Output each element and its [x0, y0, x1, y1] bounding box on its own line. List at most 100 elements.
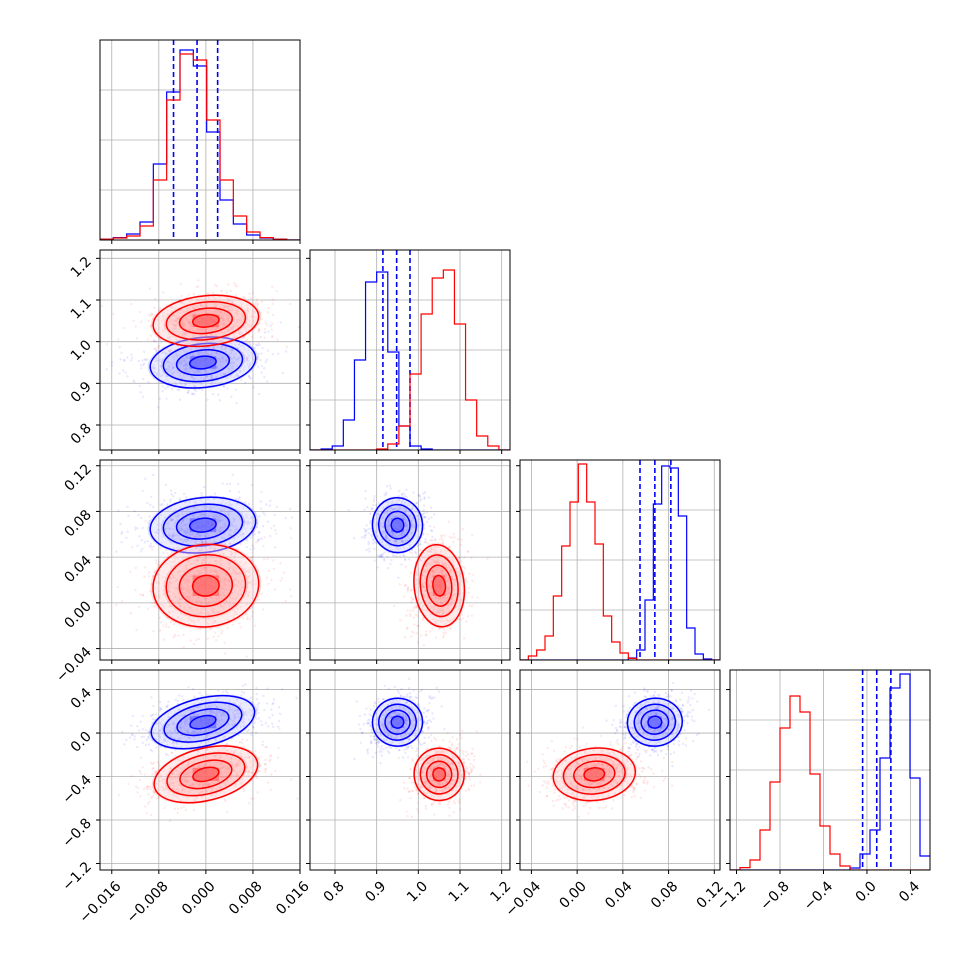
- scatter-point: [227, 528, 230, 531]
- scatter-point: [407, 501, 411, 505]
- scatter-point: [142, 362, 146, 365]
- scatter-point: [202, 351, 205, 355]
- scatter-point: [191, 392, 194, 395]
- scatter-point: [191, 688, 195, 691]
- scatter-point: [419, 634, 423, 637]
- scatter-point: [398, 507, 402, 511]
- scatter-point: [441, 569, 444, 573]
- scatter-point: [406, 525, 409, 529]
- scatter-point: [428, 548, 432, 551]
- scatter-point: [219, 581, 222, 584]
- scatter-point: [183, 369, 186, 373]
- scatter-point: [445, 579, 449, 582]
- scatter-point: [467, 591, 470, 594]
- scatter-point: [446, 587, 450, 590]
- scatter-point: [137, 605, 141, 608]
- scatter-point: [430, 516, 433, 519]
- scatter-point: [244, 321, 248, 324]
- scatter-point: [234, 284, 237, 287]
- scatter-point: [444, 622, 447, 626]
- scatter-point: [228, 584, 231, 587]
- scatter-point: [412, 491, 415, 494]
- scatter-point: [271, 714, 274, 717]
- scatter-point: [223, 511, 227, 515]
- scatter-point: [247, 711, 250, 714]
- scatter-point: [418, 499, 422, 502]
- scatter-point: [182, 323, 185, 327]
- scatter-point: [403, 507, 406, 510]
- scatter-point: [182, 492, 186, 496]
- scatter-point: [142, 594, 145, 597]
- y-tick-label-p2-4: 0.12: [61, 461, 94, 494]
- scatter-point: [414, 613, 417, 616]
- hist-panel-3: −1.2 −0.8 −0.4 0.0 0.4: [714, 669, 931, 914]
- scatter-point: [193, 758, 196, 761]
- scatter-point: [229, 522, 233, 525]
- scatter-point: [249, 527, 253, 530]
- scatter-point: [224, 595, 227, 598]
- scatter-point: [456, 605, 459, 608]
- scatter-point: [432, 569, 435, 573]
- scatter-point: [214, 327, 217, 331]
- scatter-point: [187, 616, 190, 620]
- scatter-point: [410, 548, 414, 552]
- scatter-point: [387, 539, 391, 542]
- scatter-point: [375, 515, 379, 519]
- scatter-point: [403, 584, 407, 587]
- scatter-point: [390, 531, 394, 534]
- scatter-point: [284, 516, 287, 520]
- scatter-point: [233, 335, 236, 339]
- scatter-point: [400, 563, 403, 566]
- scatter-point: [400, 515, 403, 518]
- hist-series-1-3: [730, 695, 930, 870]
- scatter-point: [273, 588, 277, 591]
- scatter-point: [228, 503, 232, 506]
- scatter-point: [395, 511, 398, 515]
- scatter-point: [223, 304, 227, 307]
- scatter-point: [445, 596, 449, 599]
- scatter-point: [203, 597, 207, 600]
- scatter-point: [158, 595, 161, 598]
- scatter-point: [363, 508, 366, 511]
- scatter-point: [216, 550, 220, 554]
- scatter-point: [276, 338, 279, 341]
- scatter-point: [277, 706, 281, 709]
- scatter-point: [410, 523, 413, 526]
- scatter-point: [246, 309, 250, 313]
- scatter-point: [426, 549, 429, 553]
- scatter-point: [201, 606, 204, 610]
- scatter-point: [387, 527, 390, 531]
- scatter-point: [149, 325, 153, 328]
- scatter-point: [181, 519, 185, 522]
- scatter-point: [220, 330, 223, 334]
- scatter-point: [280, 577, 284, 580]
- scatter-point: [437, 611, 440, 615]
- scatter-point: [193, 385, 196, 388]
- scatter-point: [228, 308, 231, 311]
- scatter-point: [174, 353, 177, 357]
- scatter-point: [247, 502, 251, 506]
- scatter-point: [445, 562, 448, 565]
- scatter-point: [408, 514, 411, 517]
- scatter-point: [173, 560, 176, 563]
- scatter-point: [226, 627, 230, 630]
- scatter-point: [385, 542, 389, 546]
- scatter-point: [159, 708, 162, 711]
- scatter-point: [256, 703, 259, 707]
- scatter-point: [227, 329, 230, 332]
- scatter-point: [467, 550, 470, 553]
- scatter-point: [168, 584, 171, 587]
- scatter-point: [122, 369, 125, 372]
- scatter-point: [228, 560, 231, 564]
- scatter-point: [241, 684, 245, 687]
- scatter-point: [185, 530, 189, 533]
- scatter-point: [173, 587, 177, 590]
- scatter-point: [431, 570, 434, 573]
- scatter-point: [186, 578, 189, 581]
- scatter-point: [228, 489, 232, 493]
- scatter-point: [222, 690, 225, 693]
- scatter-point: [228, 355, 231, 359]
- scatter-point: [400, 492, 404, 496]
- scatter-point: [160, 541, 163, 545]
- scatter-point: [223, 711, 226, 715]
